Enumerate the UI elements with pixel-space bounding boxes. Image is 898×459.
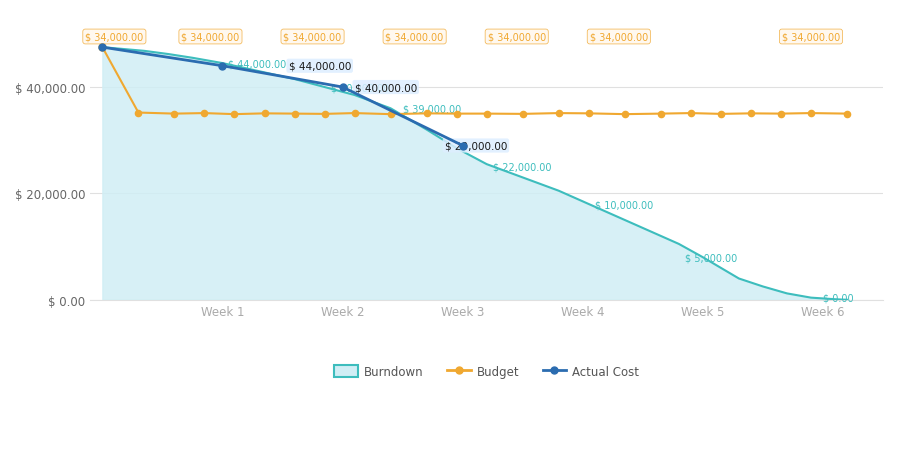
Point <box>317 111 331 118</box>
Text: $ 34,000.00: $ 34,000.00 <box>181 33 240 42</box>
Text: $ 44,000.00: $ 44,000.00 <box>228 59 286 69</box>
Point <box>480 111 494 118</box>
Point <box>131 110 145 117</box>
Text: $ 34,000.00: $ 34,000.00 <box>590 33 648 42</box>
Text: $ 0.00: $ 0.00 <box>823 293 854 303</box>
Point <box>227 111 242 118</box>
Text: $ 44,000.00: $ 44,000.00 <box>288 62 351 72</box>
Point <box>167 111 181 118</box>
Point <box>840 111 854 118</box>
Text: $ 10,000.00: $ 10,000.00 <box>594 200 653 210</box>
Text: $ 29,000.00: $ 29,000.00 <box>445 141 507 151</box>
Legend: Burndown, Budget, Actual Cost: Burndown, Budget, Actual Cost <box>330 360 644 382</box>
Text: $ 34,000.00: $ 34,000.00 <box>488 33 546 42</box>
Text: $ 40,000.00: $ 40,000.00 <box>355 83 417 93</box>
Point <box>287 111 302 118</box>
Point <box>654 111 668 118</box>
Text: $ 34,000.00: $ 34,000.00 <box>85 33 144 42</box>
Text: $ 39,000.00: $ 39,000.00 <box>402 104 461 114</box>
Point <box>450 111 464 118</box>
Point <box>582 111 596 118</box>
Point <box>515 111 530 118</box>
Point <box>198 110 212 118</box>
Point <box>95 45 110 52</box>
Point <box>618 111 632 118</box>
Text: $ 5,000.00: $ 5,000.00 <box>685 252 737 263</box>
Text: $ 40,000.00: $ 40,000.00 <box>330 83 389 93</box>
Point <box>714 111 728 118</box>
Text: $ 34,000.00: $ 34,000.00 <box>385 33 444 42</box>
Point <box>419 111 434 118</box>
Text: $ 34,000.00: $ 34,000.00 <box>782 33 840 42</box>
Point <box>774 111 788 118</box>
Point <box>551 110 566 118</box>
Text: $ 34,000.00: $ 34,000.00 <box>284 33 341 42</box>
Point <box>258 111 272 118</box>
Point <box>348 110 362 118</box>
Point <box>383 111 398 118</box>
Point <box>804 110 818 118</box>
Point <box>744 111 758 118</box>
Text: $ 22,000.00: $ 22,000.00 <box>493 162 551 173</box>
Point <box>683 110 698 118</box>
